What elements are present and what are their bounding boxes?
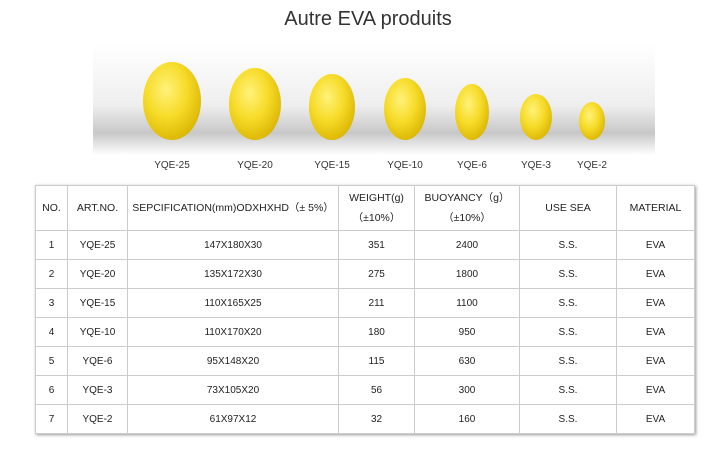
column-header: BUOYANCY（g）（±10%） — [414, 185, 520, 231]
table-cell: S.S. — [519, 346, 617, 376]
float-label: YQE-25 — [154, 160, 190, 171]
table-cell: S.S. — [519, 404, 617, 434]
float — [579, 102, 605, 140]
column-header: SEPCIFICATION(mm)ODXHXHD（± 5%） — [127, 185, 339, 231]
table-cell: 110X170X20 — [127, 317, 339, 347]
float — [455, 84, 489, 140]
table-cell: YQE-15 — [67, 288, 128, 318]
float-label: YQE-20 — [237, 160, 273, 171]
float — [520, 94, 552, 140]
float — [229, 68, 281, 140]
table-cell: 5 — [35, 346, 68, 376]
table-cell: 110X165X25 — [127, 288, 339, 318]
float — [309, 74, 355, 140]
column-header: ART.NO. — [67, 185, 128, 231]
float-label: YQE-10 — [387, 160, 423, 171]
table-row: 1 YQE-25 147X180X30 351 2400 S.S. EVA — [35, 230, 695, 260]
table-cell: 32 — [338, 404, 415, 434]
float-label: YQE-15 — [314, 160, 350, 171]
product-image: YQE-25 YQE-20 YQE-15 YQE-10 YQE-6 YQE-3 YQE-2 — [93, 45, 655, 171]
table-cell: EVA — [616, 288, 695, 318]
table-cell: 630 — [414, 346, 520, 376]
column-header: USE SEA — [519, 185, 617, 231]
spec-table: NO. ART.NO. SEPCIFICATION(mm)ODXHXHD（± 5%）… — [35, 185, 695, 434]
table-row: 7 YQE-2 61X97X12 32 160 S.S. EVA — [35, 404, 695, 434]
table-row: 3 YQE-15 110X165X25 211 1100 S.S. EVA — [35, 288, 695, 318]
table-cell: 1100 — [414, 288, 520, 318]
table-cell: EVA — [616, 259, 695, 289]
table-cell: 4 — [35, 317, 68, 347]
table-cell: S.S. — [519, 317, 617, 347]
table-cell: 147X180X30 — [127, 230, 339, 260]
float — [143, 62, 201, 140]
column-header: WEIGHT(g)（±10%） — [338, 185, 415, 231]
table-row: 2 YQE-20 135X172X30 275 1800 S.S. EVA — [35, 259, 695, 289]
table-cell: YQE-20 — [67, 259, 128, 289]
column-header: NO. — [35, 185, 68, 231]
table-cell: EVA — [616, 230, 695, 260]
table-cell: 56 — [338, 375, 415, 405]
column-header: MATERIAL — [616, 185, 695, 231]
table-cell: EVA — [616, 346, 695, 376]
float — [384, 78, 426, 140]
table-row: 5 YQE-6 95X148X20 115 630 S.S. EVA — [35, 346, 695, 376]
float-label: YQE-6 — [457, 160, 487, 171]
table-cell: S.S. — [519, 230, 617, 260]
table-cell: 73X105X20 — [127, 375, 339, 405]
table-cell: 1 — [35, 230, 68, 260]
title: Autre EVA produits — [284, 8, 452, 30]
float-label: YQE-3 — [521, 160, 551, 171]
table-cell: 3 — [35, 288, 68, 318]
table-cell: YQE-6 — [67, 346, 128, 376]
table-cell: 275 — [338, 259, 415, 289]
table-cell: EVA — [616, 375, 695, 405]
table-cell: 300 — [414, 375, 520, 405]
table-cell: 2400 — [414, 230, 520, 260]
table-cell: EVA — [616, 317, 695, 347]
table-cell: S.S. — [519, 288, 617, 318]
table-row: 6 YQE-3 73X105X20 56 300 S.S. EVA — [35, 375, 695, 405]
table-cell: S.S. — [519, 259, 617, 289]
table-cell: 7 — [35, 404, 68, 434]
table-cell: YQE-25 — [67, 230, 128, 260]
table-cell: 115 — [338, 346, 415, 376]
table-cell: 2 — [35, 259, 68, 289]
table-cell: YQE-10 — [67, 317, 128, 347]
table-cell: 211 — [338, 288, 415, 318]
table-cell: 61X97X12 — [127, 404, 339, 434]
table-cell: 180 — [338, 317, 415, 347]
table-cell: YQE-2 — [67, 404, 128, 434]
float-label: YQE-2 — [577, 160, 607, 171]
table-cell: S.S. — [519, 375, 617, 405]
table-cell: 1800 — [414, 259, 520, 289]
table-cell: 95X148X20 — [127, 346, 339, 376]
table-cell: 950 — [414, 317, 520, 347]
table-row: 4 YQE-10 110X170X20 180 950 S.S. EVA — [35, 317, 695, 347]
table-cell: YQE-3 — [67, 375, 128, 405]
table-cell: 160 — [414, 404, 520, 434]
table-cell: 351 — [338, 230, 415, 260]
table-cell: EVA — [616, 404, 695, 434]
table-cell: 6 — [35, 375, 68, 405]
table-cell: 135X172X30 — [127, 259, 339, 289]
